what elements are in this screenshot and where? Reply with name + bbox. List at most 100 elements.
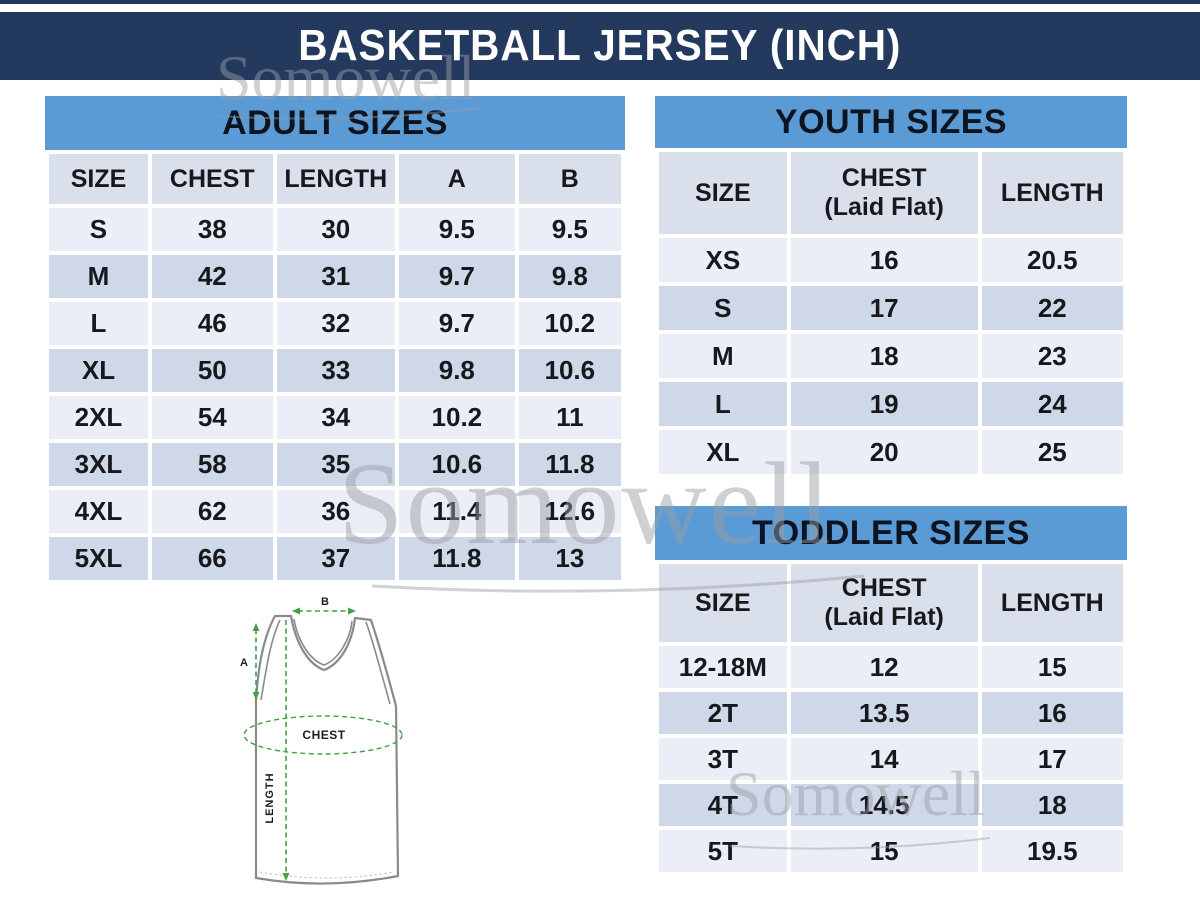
table-row: M 18 23 xyxy=(659,334,1123,378)
table-cell: 5T xyxy=(659,830,787,872)
label-chest: CHEST xyxy=(302,728,345,742)
table-cell: 18 xyxy=(790,334,978,378)
table-cell: XL xyxy=(659,430,787,474)
table-cell: 14.5 xyxy=(790,784,978,826)
hem-stitch-line xyxy=(259,871,395,879)
adult-table-title: ADULT SIZES xyxy=(45,96,625,150)
table-cell: 31 xyxy=(276,255,396,298)
column-header-cell: CHEST xyxy=(151,154,273,204)
table-row: 12-18M 12 15 xyxy=(659,646,1123,688)
measure-a xyxy=(252,623,260,700)
toddler-table-grid: SIZE CHEST (Laid Flat) LENGTH 12-18M 12 … xyxy=(655,560,1127,876)
table-cell: 2T xyxy=(659,692,787,734)
table-cell: 62 xyxy=(151,490,273,533)
table-cell: 12 xyxy=(790,646,978,688)
column-header-line: CHEST xyxy=(841,164,927,193)
table-cell: S xyxy=(659,286,787,330)
table-cell: 10.2 xyxy=(518,302,621,345)
column-header-cell: A xyxy=(399,154,515,204)
adult-sizes-table: ADULT SIZES SIZE CHEST LENGTH A B S 38 3… xyxy=(45,96,625,584)
column-header-cell: B xyxy=(518,154,621,204)
table-cell: 16 xyxy=(981,692,1123,734)
table-row: L 19 24 xyxy=(659,382,1123,426)
table-cell: 10.6 xyxy=(518,349,621,392)
youth-sizes-table: YOUTH SIZES SIZE CHEST (Laid Flat) LENGT… xyxy=(655,96,1127,478)
table-cell: 5XL xyxy=(49,537,148,580)
measure-chest-ellipse xyxy=(243,715,403,755)
label-b: B xyxy=(321,596,329,608)
table-cell: 25 xyxy=(981,430,1123,474)
table-row: 5T 15 19.5 xyxy=(659,830,1123,872)
table-cell: M xyxy=(49,255,148,298)
column-header-cell: CHEST (Laid Flat) xyxy=(790,564,978,642)
column-header-line: (Laid Flat) xyxy=(824,193,944,221)
column-header-cell: LENGTH xyxy=(276,154,396,204)
table-cell: 9.7 xyxy=(399,255,515,298)
table-cell: 35 xyxy=(276,443,396,486)
table-row: M 42 31 9.7 9.8 xyxy=(49,255,621,298)
table-cell: 10.2 xyxy=(399,396,515,439)
column-header-cell: LENGTH xyxy=(981,564,1123,642)
table-cell: 9.8 xyxy=(399,349,515,392)
table-cell: 12-18M xyxy=(659,646,787,688)
table-cell: 66 xyxy=(151,537,273,580)
table-row: 3T 14 17 xyxy=(659,738,1123,780)
label-length: LENGTH xyxy=(264,772,276,823)
table-cell: 17 xyxy=(981,738,1123,780)
column-header-line: (Laid Flat) xyxy=(824,603,944,631)
table-cell: S xyxy=(49,208,148,251)
right-armhole-trim xyxy=(365,621,391,705)
table-cell: 16 xyxy=(790,238,978,282)
table-row: 5XL 66 37 11.8 13 xyxy=(49,537,621,580)
adult-header-row: SIZE CHEST LENGTH A B xyxy=(49,154,621,204)
table-cell: 19 xyxy=(790,382,978,426)
table-cell: 9.5 xyxy=(399,208,515,251)
youth-table-grid: SIZE CHEST (Laid Flat) LENGTH XS 16 20.5… xyxy=(655,148,1127,478)
table-cell: 46 xyxy=(151,302,273,345)
table-row: L 46 32 9.7 10.2 xyxy=(49,302,621,345)
table-cell: 11.4 xyxy=(399,490,515,533)
table-cell: 32 xyxy=(276,302,396,345)
table-cell: 13.5 xyxy=(790,692,978,734)
table-cell: 19.5 xyxy=(981,830,1123,872)
page-title: BASKETBALL JERSEY (INCH) xyxy=(298,21,902,70)
table-cell: 50 xyxy=(151,349,273,392)
table-row: 3XL 58 35 10.6 11.8 xyxy=(49,443,621,486)
toddler-sizes-table: TODDLER SIZES SIZE CHEST (Laid Flat) LEN… xyxy=(655,506,1127,876)
toddler-table-title: TODDLER SIZES xyxy=(655,506,1127,560)
table-cell: 15 xyxy=(981,646,1123,688)
measure-length xyxy=(282,620,290,881)
column-header-cell: SIZE xyxy=(49,154,148,204)
table-cell: 11.8 xyxy=(518,443,621,486)
column-header-cell: SIZE xyxy=(659,152,787,234)
table-cell: 9.7 xyxy=(399,302,515,345)
toddler-header-row: SIZE CHEST (Laid Flat) LENGTH xyxy=(659,564,1123,642)
table-cell: 10.6 xyxy=(399,443,515,486)
column-header-line: CHEST xyxy=(841,574,927,603)
table-row: 2XL 54 34 10.2 11 xyxy=(49,396,621,439)
chest-label-backing xyxy=(294,726,354,743)
table-row: 2T 13.5 16 xyxy=(659,692,1123,734)
table-cell: 17 xyxy=(790,286,978,330)
table-cell: 4T xyxy=(659,784,787,826)
table-cell: 12.6 xyxy=(518,490,621,533)
table-cell: 38 xyxy=(151,208,273,251)
table-cell: 42 xyxy=(151,255,273,298)
column-header-cell: CHEST (Laid Flat) xyxy=(790,152,978,234)
table-cell: 36 xyxy=(276,490,396,533)
table-cell: 15 xyxy=(790,830,978,872)
table-cell: 54 xyxy=(151,396,273,439)
table-row: 4XL 62 36 11.4 12.6 xyxy=(49,490,621,533)
neck-trim-line xyxy=(293,618,353,666)
adult-table-grid: SIZE CHEST LENGTH A B S 38 30 9.5 9.5 M … xyxy=(45,150,625,584)
table-cell: L xyxy=(49,302,148,345)
table-cell: 4XL xyxy=(49,490,148,533)
table-cell: 23 xyxy=(981,334,1123,378)
table-cell: XS xyxy=(659,238,787,282)
table-row: XL 50 33 9.8 10.6 xyxy=(49,349,621,392)
left-armhole-trim xyxy=(260,619,281,701)
table-cell: 18 xyxy=(981,784,1123,826)
table-cell: 24 xyxy=(981,382,1123,426)
table-cell: 33 xyxy=(276,349,396,392)
